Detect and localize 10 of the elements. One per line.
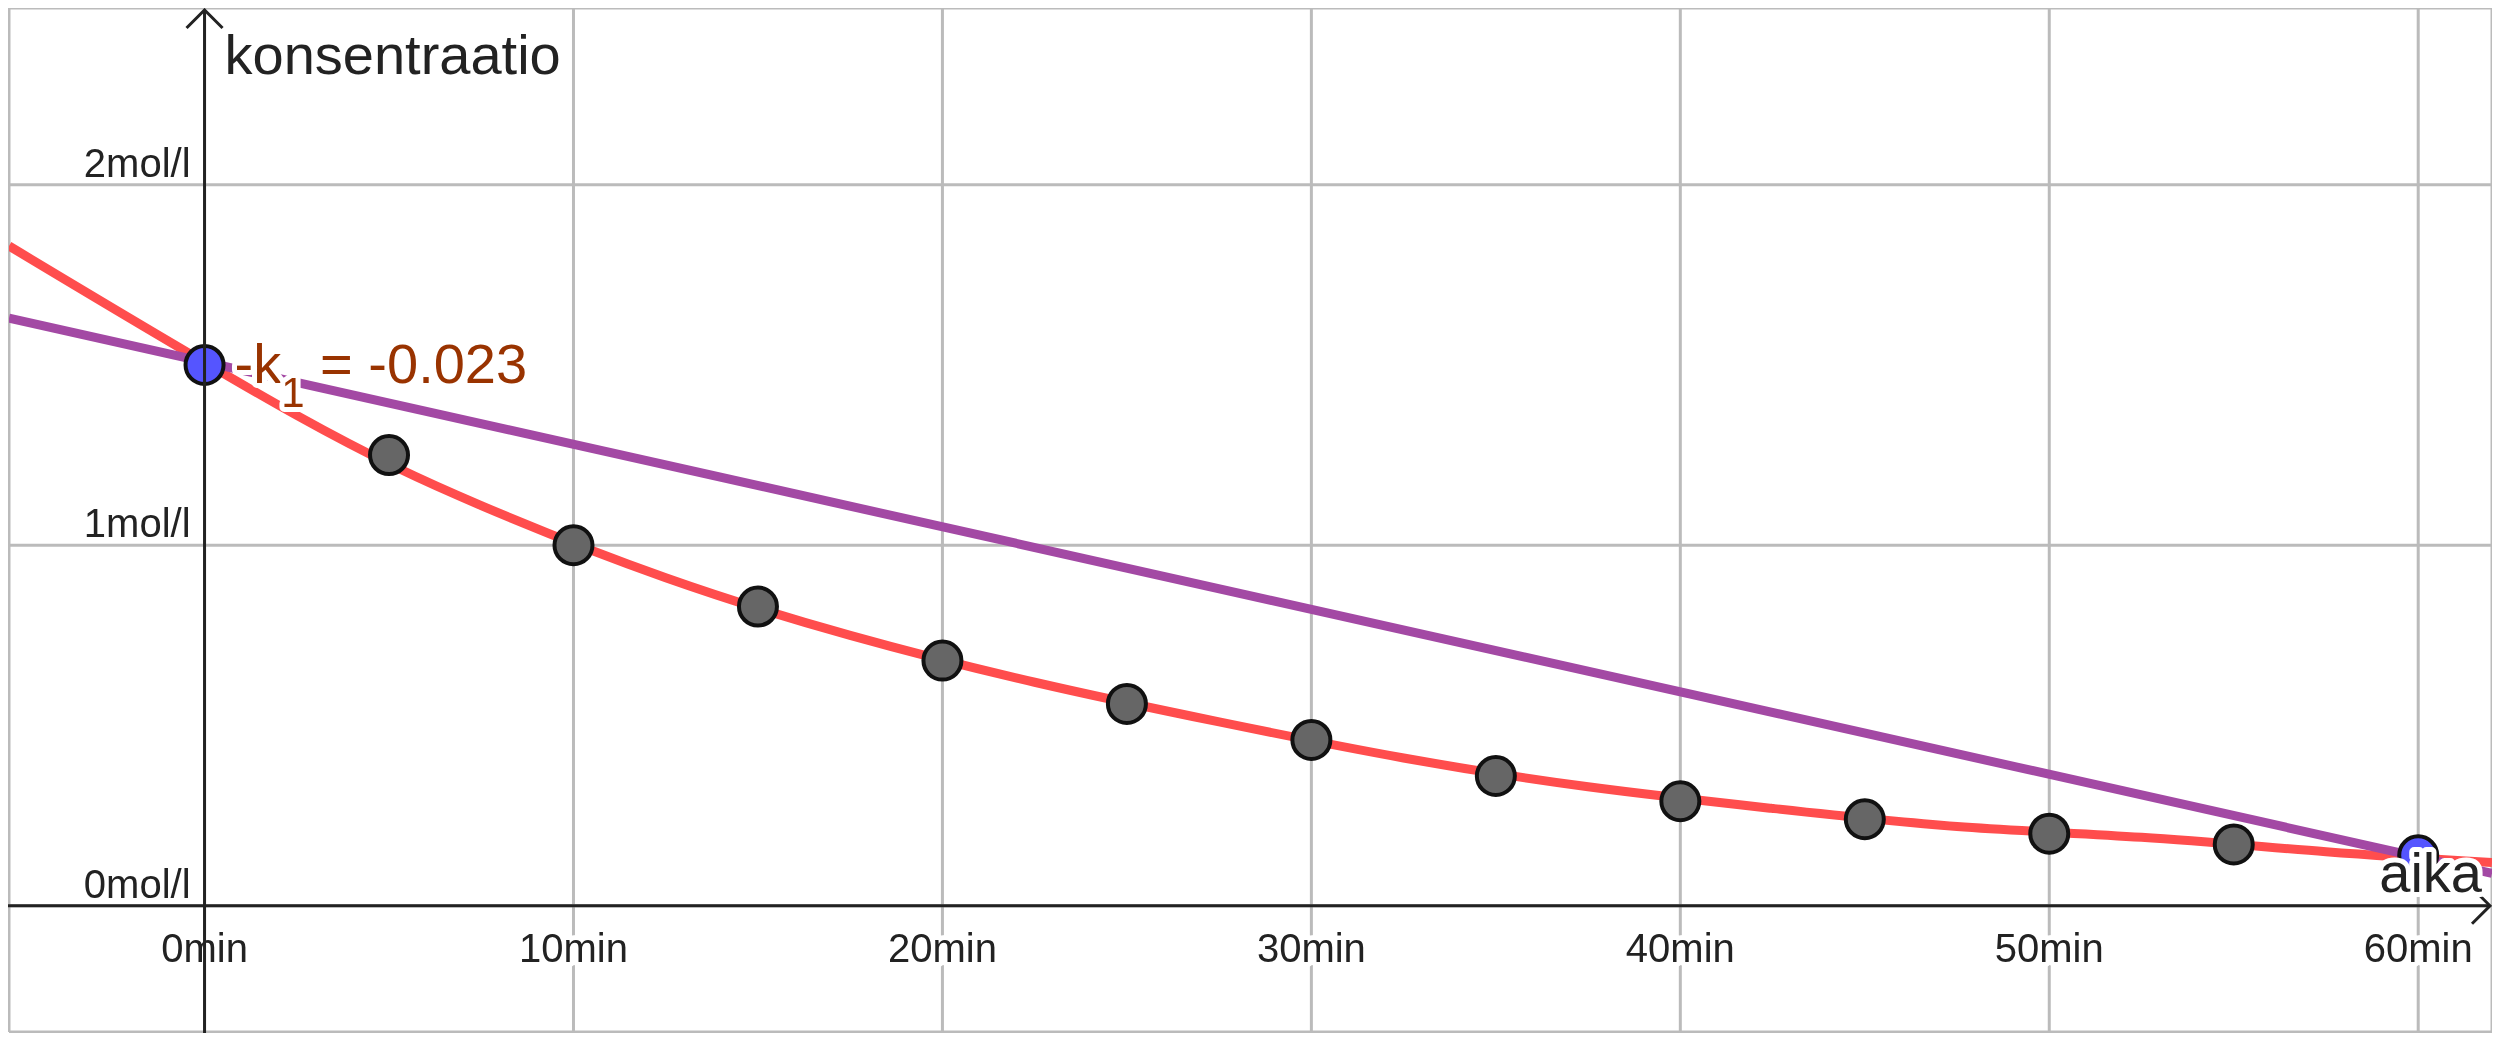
x-tick-label: 60min <box>2363 925 2473 970</box>
y-tick-label: 0mol/l <box>83 861 191 906</box>
y-tick-label: 1mol/l <box>83 501 191 546</box>
x-tick-label: 40min <box>1625 925 1735 970</box>
x-tick-label: 10min <box>519 925 628 970</box>
x-tick-label: 20min <box>887 925 997 970</box>
y-tick-label: 2mol/l <box>83 140 191 185</box>
y-axis-title: konsentraatio <box>224 23 561 86</box>
x-tick-label: 50min <box>1994 925 2104 970</box>
x-tick-label: 30min <box>1256 925 1366 970</box>
